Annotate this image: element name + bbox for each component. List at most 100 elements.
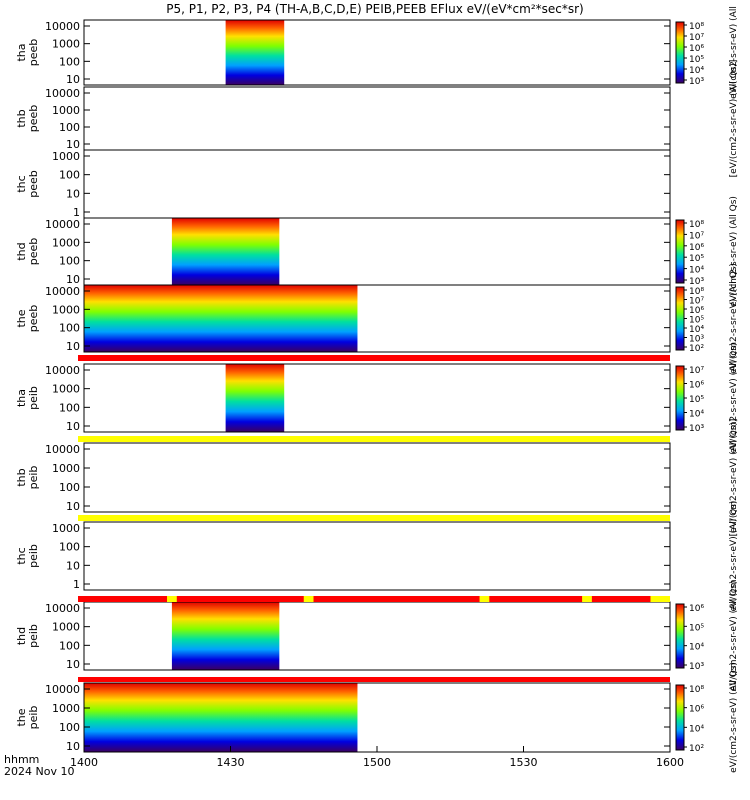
spectrogram-data bbox=[225, 20, 285, 85]
y-tick-label: 1000 bbox=[52, 38, 80, 51]
colorbar-gradient bbox=[675, 219, 685, 284]
colorbar-tick-label: 10⁸ bbox=[689, 22, 704, 32]
colorbar-tha_peib: 10⁷ 10⁶ 10⁵ 10⁴ 10³ eV/(cm2-s-sr-eV) (All Qs) bbox=[675, 343, 739, 454]
panel-ylabel-probe: tha bbox=[15, 389, 28, 407]
y-tick-label: 1000 bbox=[52, 383, 80, 396]
y-tick-label: 100 bbox=[59, 639, 80, 652]
y-tick-label: 10 bbox=[66, 187, 80, 200]
y-tick-label: 1000 bbox=[52, 303, 80, 316]
y-tick-label: 10000 bbox=[45, 20, 80, 33]
colorbar-tick-label: 10³ bbox=[689, 662, 704, 672]
y-tick-label: 100 bbox=[59, 721, 80, 734]
panel-ylabel: thcpeeb bbox=[15, 170, 40, 198]
colorbar-tick-label: 10⁴ bbox=[689, 643, 704, 653]
colorbar-gradient bbox=[675, 684, 685, 751]
quality-flag-gap bbox=[582, 596, 592, 602]
colorbar-label: [eV/(cm2-s-sr-eV) (All Qs)] bbox=[729, 60, 739, 178]
panel-thb_peeb: 10000 1000 100 10 thbpeeb [eV/(cm2-s-sr-eV) (… bbox=[15, 60, 739, 178]
colorbar-tick-label: 10⁴ bbox=[689, 410, 704, 420]
spectrogram-data bbox=[84, 683, 358, 752]
panel-ylabel: thcpeib bbox=[15, 544, 40, 568]
quality-flag-gap bbox=[650, 596, 670, 602]
y-tick-label: 100 bbox=[59, 255, 80, 268]
x-axis-label-date: 2024 Nov 10 bbox=[4, 765, 74, 778]
panel-ylabel-product: peib bbox=[27, 544, 40, 568]
quality-flag-gap bbox=[479, 596, 490, 602]
panel-ylabel: thdpeib bbox=[15, 624, 40, 648]
colorbar-tick-label: 10⁵ bbox=[689, 623, 704, 633]
colorbar-thc_peib: eV/(cm2-s-sr-eV) (All Qs) bbox=[729, 501, 739, 612]
colorbar-tick-label: 10⁶ bbox=[689, 306, 704, 316]
panel-ylabel: thepeeb bbox=[15, 305, 40, 333]
panel-ylabel: thdpeeb bbox=[15, 238, 40, 266]
x-tick-label: 1600 bbox=[656, 756, 684, 769]
panel-thc_peib: 1000 100 10 1 thcpeib eV/(cm2-s-sr-eV) (All Q… bbox=[15, 501, 739, 612]
y-tick-label: 100 bbox=[59, 481, 80, 494]
y-tick-label: 10000 bbox=[45, 683, 80, 696]
panel-thb_peib: 10000 1000 100 10 thbpeib [eV/(cm2-s-sr-eV) (… bbox=[15, 419, 739, 537]
y-tick-label: 1000 bbox=[52, 236, 80, 249]
panel-ylabel: thapeeb bbox=[15, 39, 40, 67]
panel-ylabel: thbpeib bbox=[15, 466, 40, 490]
colorbar-tick-label: 10⁶ bbox=[689, 604, 704, 614]
spectrogram-data bbox=[171, 602, 280, 670]
colorbar-tick-label: 10⁴ bbox=[689, 266, 704, 276]
panel-thd_peib: 10000 1000 100 10 thdpeib 10⁶ 10⁵ 10⁴ 10³ eV/(cm2… bbox=[15, 581, 739, 692]
panel-frame bbox=[83, 19, 671, 86]
y-tick-label: 100 bbox=[59, 169, 80, 182]
colorbar-tick-label: 10⁵ bbox=[689, 395, 704, 405]
flag-bars-group bbox=[78, 355, 670, 682]
colorbar-label: eV/(cm2-s-sr-eV) (All Qs) bbox=[729, 263, 739, 374]
x-tick-label: 1530 bbox=[510, 756, 538, 769]
panel-ylabel-product: peib bbox=[27, 706, 40, 730]
panel-ylabel-product: peeb bbox=[27, 170, 40, 198]
panel-ylabel-product: peib bbox=[27, 386, 40, 410]
panel-background bbox=[84, 87, 670, 150]
colorbar-tick-label: 10⁸ bbox=[689, 287, 704, 297]
y-tick-label: 10000 bbox=[45, 87, 80, 100]
y-tick-label: 10 bbox=[66, 420, 80, 433]
panel-ylabel-probe: tha bbox=[15, 43, 28, 61]
quality-flag-gap bbox=[303, 596, 314, 602]
panel-ylabel-probe: thd bbox=[15, 242, 28, 260]
colorbar-tick-label: 10⁴ bbox=[689, 325, 704, 335]
colorbar-tick-label: 10⁶ bbox=[689, 243, 704, 253]
y-tick-label: 1 bbox=[73, 578, 80, 591]
y-tick-label: 10 bbox=[66, 740, 80, 753]
colorbar-tick-label: 10³ bbox=[689, 335, 704, 345]
x-axis: hhmm 2024 Nov 10 1400 1430 1500 1530 1600 bbox=[4, 746, 684, 778]
panel-background bbox=[84, 20, 670, 85]
colorbar-label: eV/(cm2-s-sr-eV) (All Qs) bbox=[729, 343, 739, 454]
y-tick-label: 10 bbox=[66, 500, 80, 513]
colorbar-tick-label: 10⁸ bbox=[689, 685, 704, 695]
colorbar-tick-label: 10³ bbox=[689, 77, 704, 87]
y-tick-label: 100 bbox=[59, 541, 80, 554]
colorbar-tick-label: 10⁵ bbox=[689, 316, 704, 326]
panel-thc_peeb: 1000 100 10 1 thcpeeb bbox=[15, 149, 671, 219]
colorbar-label: eV/(cm2-s-sr-eV) (All Qs) bbox=[729, 662, 739, 773]
colorbar-tick-label: 10² bbox=[689, 344, 704, 354]
colorbar-tick-label: 10⁷ bbox=[689, 366, 704, 376]
colorbar-tick-label: 10⁸ bbox=[689, 220, 704, 230]
panel-ylabel-probe: thb bbox=[15, 109, 28, 127]
quality-flag-bar bbox=[78, 677, 670, 682]
y-tick-label: 1000 bbox=[52, 522, 80, 535]
panel-background bbox=[84, 150, 670, 218]
colorbar-label: eV/(cm2-s-sr-eV) (All bbox=[729, 6, 739, 99]
panel-frame bbox=[83, 442, 671, 513]
quality-flag-bar bbox=[78, 355, 670, 361]
colorbar-thb_peeb: [eV/(cm2-s-sr-eV) (All Qs)] bbox=[729, 60, 739, 178]
panel-ylabel-product: peeb bbox=[27, 39, 40, 67]
x-tick-label: 1430 bbox=[217, 756, 245, 769]
colorbar-gradient bbox=[675, 365, 685, 431]
panel-ylabel: thbpeeb bbox=[15, 105, 40, 133]
quality-flag-bar bbox=[78, 596, 670, 602]
y-tick-label: 100 bbox=[59, 401, 80, 414]
